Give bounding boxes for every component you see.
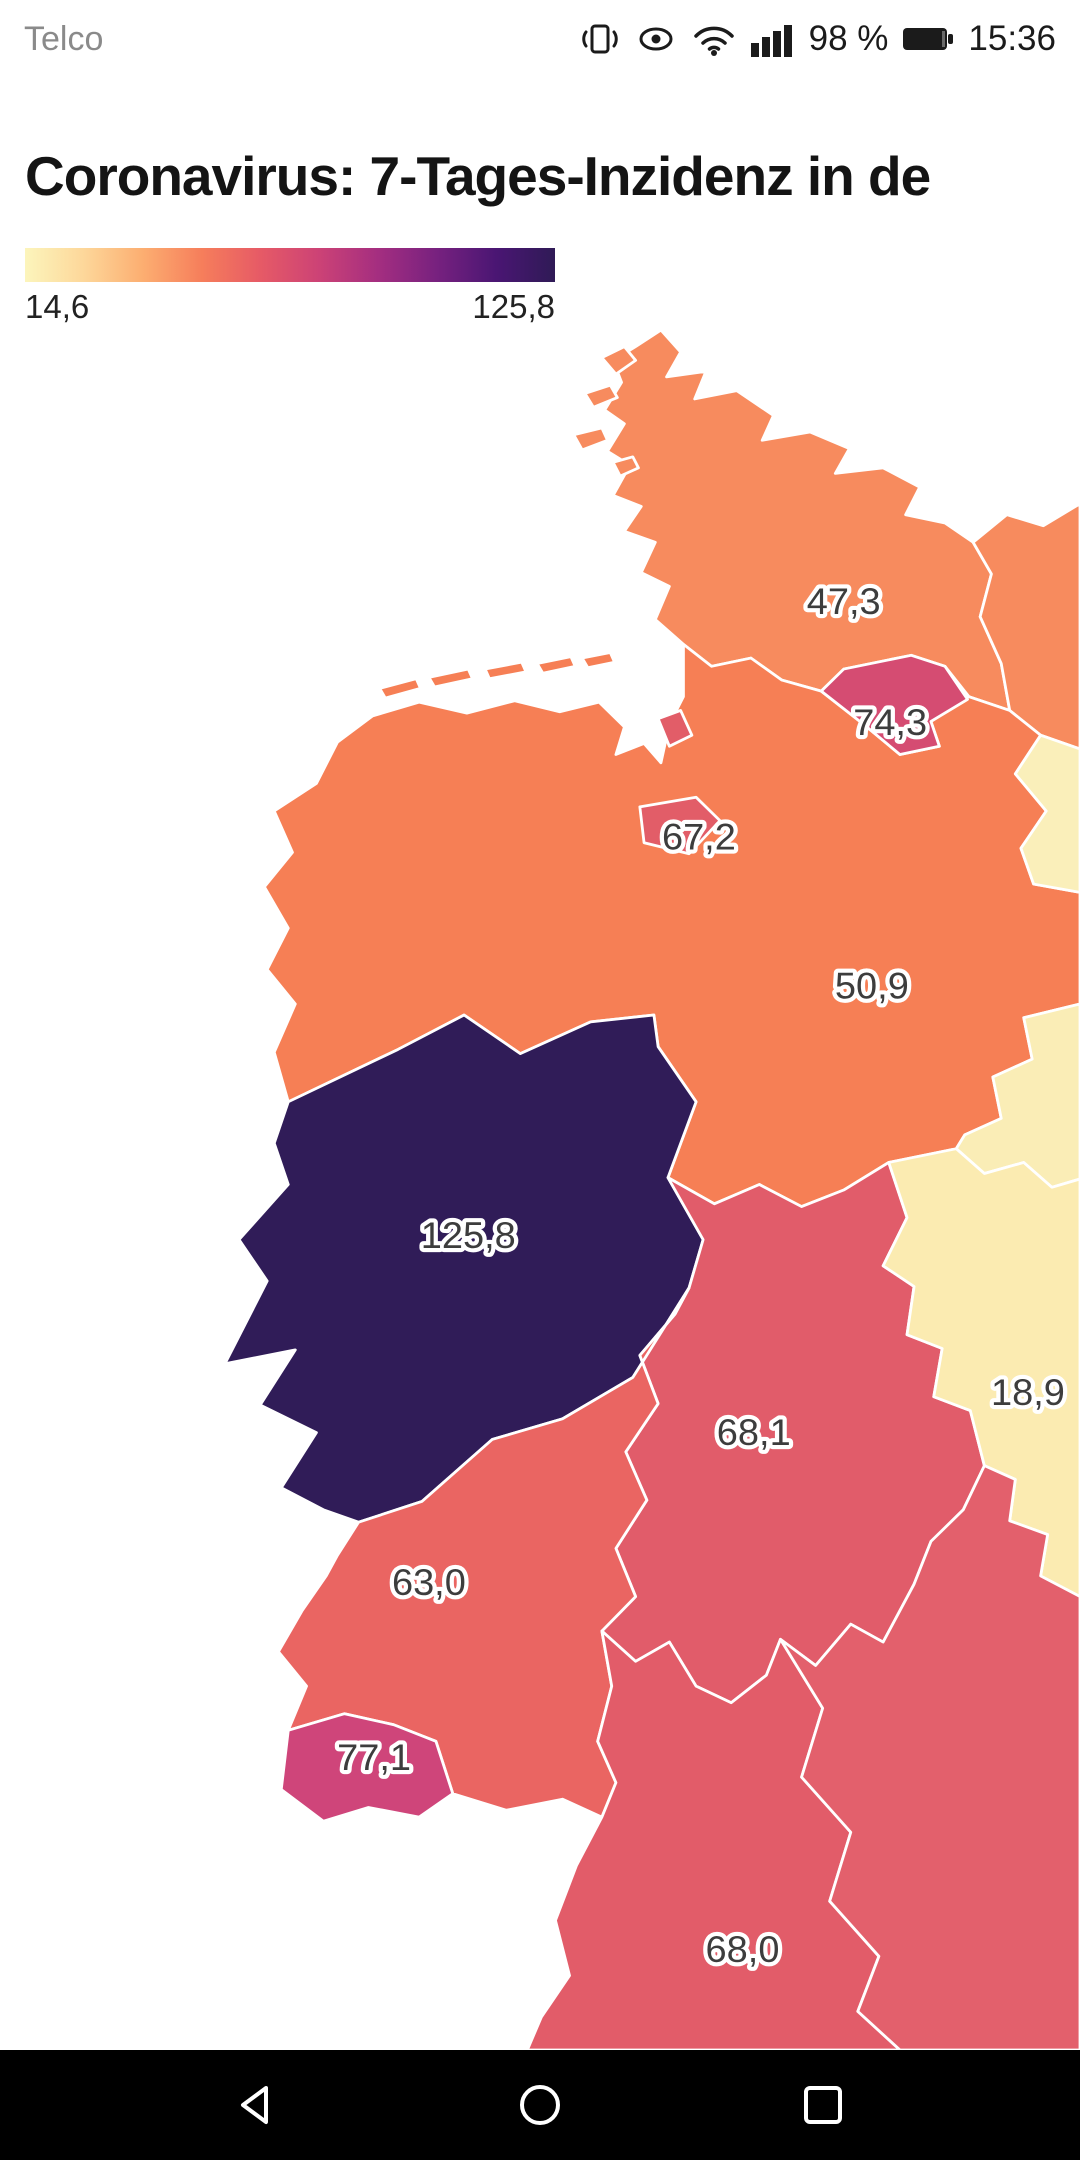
back-button[interactable]: [233, 2080, 283, 2130]
island-east-frisian-3: [483, 660, 528, 681]
island-north-frisian-3: [572, 426, 609, 452]
island-east-frisian-2: [427, 667, 474, 689]
legend-min-label: 14,6: [25, 288, 90, 325]
region-hamburg[interactable]: [819, 653, 969, 756]
label-niedersachsen: 50,9: [835, 965, 909, 1007]
label-baden-wuerttemberg: 68,0: [706, 1928, 780, 1970]
island-east-frisian-1: [378, 677, 422, 700]
recents-square-icon: [803, 2086, 842, 2124]
region-saarland[interactable]: [279, 1712, 455, 1823]
island-north-frisian-2: [583, 383, 619, 409]
label-hamburg: 74,3: [853, 702, 927, 744]
recents-button[interactable]: [798, 2080, 848, 2130]
battery-icon: [903, 28, 954, 50]
label-hessen: 68,1: [717, 1411, 791, 1453]
legend-max-label: 125,8: [472, 288, 555, 325]
island-north-frisian-1: [600, 345, 638, 376]
island-east-frisian-4: [535, 655, 577, 675]
home-button[interactable]: [515, 2080, 565, 2130]
status-icons: 98 % 15:36: [579, 19, 1056, 59]
label-schleswig-holstein: 47,3: [807, 580, 881, 622]
legend-labels: 14,6 125,8: [25, 288, 555, 326]
status-bar: Telco 98 %: [0, 0, 1080, 78]
label-bremen: 67,2: [662, 816, 736, 858]
battery-percent-label: 98 %: [808, 19, 889, 58]
region-schleswig-holstein[interactable]: [603, 328, 1012, 712]
island-north-frisian-4: [611, 455, 640, 478]
label-nordrhein-westfalen: 125,8: [421, 1214, 516, 1256]
germany-choropleth-map: 47,3 74,3 67,2 50,9 125,8 68,1 18,9 63,0…: [223, 328, 1080, 2050]
wifi-icon: [693, 26, 734, 56]
label-thueringen: 18,9: [991, 1371, 1065, 1413]
legend-gradient: [25, 248, 555, 282]
eye-comfort-icon: [639, 27, 673, 51]
island-east-frisian-5: [580, 651, 616, 670]
vibrate-icon: [581, 24, 618, 54]
clock-label: 15:36: [968, 19, 1056, 58]
signal-strength-icon: [750, 25, 792, 57]
back-triangle-icon: [240, 2086, 268, 2124]
map-value-labels: 47,3 74,3 67,2 50,9 125,8 68,1 18,9 63,0…: [333, 576, 1069, 1974]
region-bremen[interactable]: [638, 795, 722, 856]
label-rheinland-pfalz: 63,0: [392, 1562, 466, 1604]
color-scale-legend: 14,6 125,8: [25, 248, 555, 326]
android-navigation-bar: [0, 2050, 1080, 2160]
region-bremerhaven[interactable]: [656, 709, 694, 748]
label-saarland: 77,1: [337, 1737, 411, 1779]
map-regions: [223, 328, 1080, 2050]
region-brandenburg[interactable]: [1013, 733, 1080, 894]
page-title: Coronavirus: 7-Tages-Inzidenz in de: [25, 145, 931, 207]
region-bayern[interactable]: [779, 1464, 1080, 2050]
carrier-label: Telco: [24, 19, 104, 58]
home-circle-icon: [520, 2085, 560, 2125]
